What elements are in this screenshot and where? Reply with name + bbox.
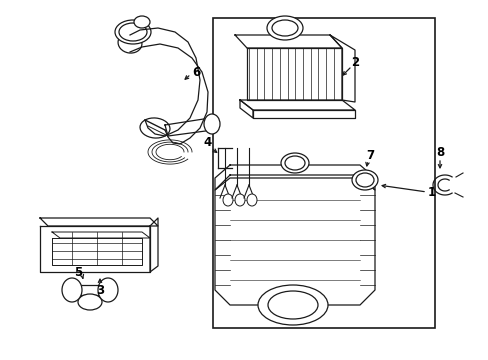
Bar [213,18,434,328]
Polygon shape [164,118,213,136]
Polygon shape [150,218,158,272]
Ellipse shape [223,194,232,206]
Ellipse shape [285,156,305,170]
Polygon shape [40,218,158,226]
Polygon shape [329,35,354,102]
Ellipse shape [235,194,244,206]
Ellipse shape [355,173,373,187]
Ellipse shape [140,118,170,138]
Polygon shape [240,100,354,110]
Polygon shape [40,226,150,272]
Ellipse shape [115,20,151,44]
Ellipse shape [258,285,327,325]
Text: 7: 7 [365,149,373,162]
Text: 3: 3 [96,284,104,297]
Polygon shape [215,175,374,305]
Text: 2: 2 [350,55,358,68]
Ellipse shape [78,294,102,310]
Text: 8: 8 [435,145,443,158]
Polygon shape [72,285,108,295]
Text: 4: 4 [203,135,212,149]
Ellipse shape [118,33,142,53]
Text: 5: 5 [74,266,82,279]
Polygon shape [52,232,150,238]
Polygon shape [246,48,341,100]
Polygon shape [84,295,96,302]
Polygon shape [252,110,354,118]
Ellipse shape [246,194,257,206]
Ellipse shape [281,153,308,173]
Ellipse shape [134,16,150,28]
Polygon shape [215,165,374,190]
Ellipse shape [203,114,220,134]
Text: 1: 1 [427,185,435,198]
Ellipse shape [271,20,297,36]
Ellipse shape [62,278,82,302]
Ellipse shape [119,23,147,41]
Polygon shape [52,238,142,265]
Polygon shape [235,35,341,48]
Ellipse shape [351,170,377,190]
Ellipse shape [98,278,118,302]
Text: 6: 6 [191,66,200,78]
Polygon shape [240,100,252,118]
Ellipse shape [266,16,303,40]
Ellipse shape [267,291,317,319]
